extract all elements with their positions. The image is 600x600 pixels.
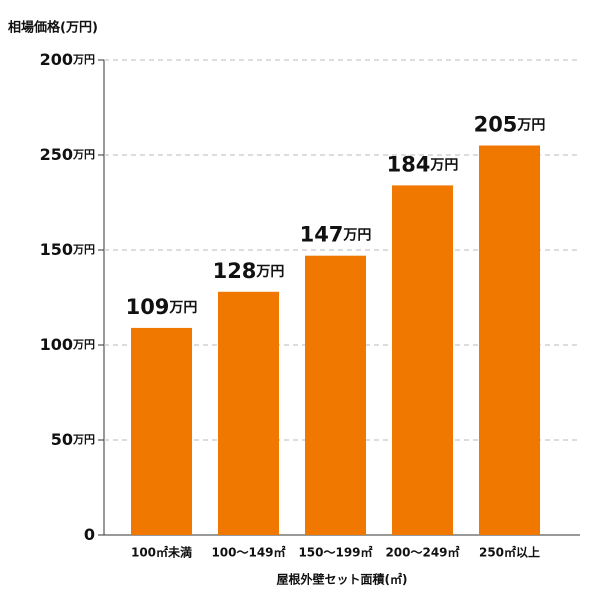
value-label: 184万円 — [387, 152, 459, 176]
bar — [479, 145, 540, 535]
bar — [305, 255, 366, 535]
y-tick-label: 250万円 — [40, 145, 95, 164]
y-tick-label: 100万円 — [40, 335, 95, 354]
y-tick-label: 150万円 — [40, 240, 95, 259]
y-tick-label: 50万円 — [51, 430, 95, 449]
x-tick-label: 250㎡以上 — [479, 545, 540, 560]
x-tick-label: 200〜249㎡ — [385, 545, 459, 560]
bar — [131, 327, 192, 535]
x-tick-label: 150〜199㎡ — [298, 545, 372, 560]
bar — [392, 185, 453, 535]
x-tick-label: 100〜149㎡ — [211, 545, 285, 560]
bar — [218, 291, 279, 535]
chart-title: 相場価格(万円) — [8, 20, 98, 36]
x-tick-label: 100㎡未満 — [131, 545, 192, 560]
x-axis-label: 屋根外壁セット面積(㎡) — [277, 572, 408, 587]
value-label: 147万円 — [300, 223, 372, 247]
y-tick-label: 0 — [84, 525, 95, 544]
value-label: 109万円 — [126, 295, 198, 319]
value-label: 205万円 — [474, 113, 546, 137]
value-label: 128万円 — [213, 259, 285, 283]
y-tick-label: 200万円 — [40, 50, 95, 69]
